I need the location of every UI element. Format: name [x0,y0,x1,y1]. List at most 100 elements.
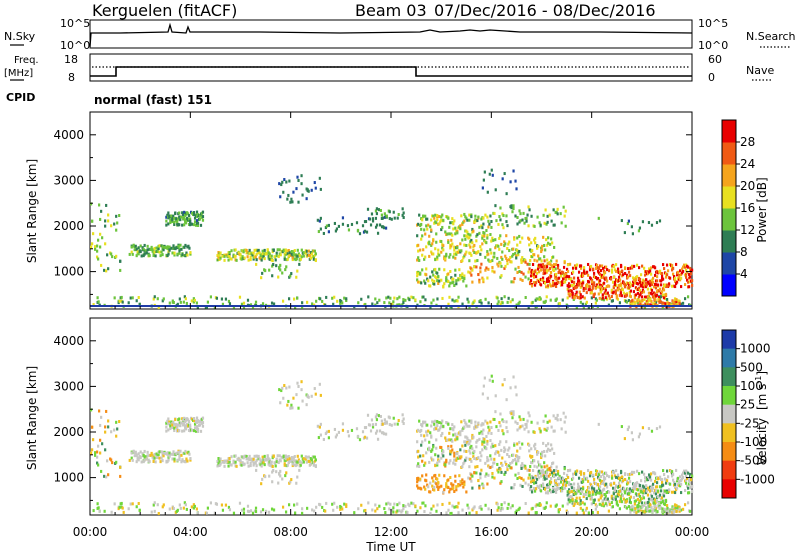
velocity-cell [677,479,681,483]
velocity-cell [594,492,597,496]
power-cell [172,244,175,248]
velocity-cell [597,473,601,477]
power-cell [684,272,688,276]
velocity-cell [99,423,102,427]
velocity-cell [670,490,674,494]
velocity-cell [650,505,653,509]
power-cell [563,261,566,265]
power-cell [592,271,596,275]
power-cell [290,272,293,276]
velocity-cell [377,414,380,418]
power-cell [556,266,560,270]
velocity-cell [630,431,633,435]
power-cell [508,249,511,253]
velocity-cell [592,477,596,481]
x-tick-label: 08:00 [273,525,308,539]
velocity-cell [402,507,405,511]
velocity-cell [135,454,138,458]
power-cell [544,208,547,212]
power-cell [594,266,598,270]
velocity-cell [475,445,478,449]
power-cell [431,242,434,246]
power-cell [175,246,178,250]
power-cell [228,255,231,259]
velocity-cell [577,485,581,489]
velocity-cell [651,482,655,486]
power-cell [621,273,625,277]
power-cell [516,248,519,252]
power-cell [575,294,578,298]
velocity-cell [509,462,512,466]
velocity-cell [273,461,276,465]
velocity-cell [600,470,604,474]
velocity-cell [685,484,689,488]
velocity-cell [504,470,507,474]
velocity-cell [548,419,551,423]
velocity-cell [631,508,634,512]
power-cell [520,270,523,274]
power-cell [477,215,480,219]
power-cell [428,242,431,246]
power-cell [634,301,637,305]
velocity-cell [519,425,522,429]
velocity-cell [287,399,290,403]
power-cell [573,296,576,300]
velocity-cell [276,454,279,458]
velocity-cell [426,423,429,427]
velocity-cell [615,502,618,506]
velocity-cell [541,482,545,486]
power-cell [448,232,451,236]
power-cell [518,234,521,238]
power-cell [135,248,138,252]
velocity-cell [464,443,467,447]
velocity-cell [327,429,330,433]
velocity-cell [263,454,266,458]
velocity-cell [591,490,594,494]
power-cell [674,262,678,266]
power-cell [182,300,185,304]
velocity-cell [454,462,457,466]
power-cell [378,223,382,227]
freq-bottom-tick: 8 [68,71,75,84]
velocity-cell [575,496,578,500]
time-x-axis: 00:00 04:00 08:00 12:00 16:00 20:00 00:00 [73,112,709,539]
velocity-cell [657,495,661,499]
velocity-cell [597,422,600,426]
power-cell [481,276,484,280]
velocity-cell [589,483,593,487]
velocity-cell [115,420,118,424]
colorbar-tick: -500 [740,454,767,468]
velocity-cell [180,421,183,425]
power-cell [539,263,543,267]
power-cell [392,210,395,214]
velocity-cell [470,459,473,463]
power-cell [295,257,298,261]
velocity-cell [201,416,205,420]
velocity-cell [167,417,170,421]
power-cell [554,272,558,276]
power-cell [461,222,464,226]
power-cell [454,268,457,272]
velocity-cell [621,479,625,483]
power-cell [495,219,498,223]
velocity-cell [465,456,468,460]
velocity-cell [437,487,440,491]
velocity-cell [501,429,504,433]
power-cell [625,293,628,297]
power-cell [473,250,476,254]
power-cell [626,267,630,271]
power-cell [368,217,372,221]
power-cell [157,247,160,251]
power-cell [297,178,300,182]
power-cell [528,262,531,266]
velocity-cell [600,490,604,494]
power-cell [620,294,623,298]
power-cell [371,219,375,223]
power-cell [180,215,183,219]
power-cell [631,232,634,236]
velocity-cell [288,457,291,461]
power-cell [308,254,311,258]
power-cell [551,280,555,284]
power-cell [516,236,519,240]
power-cell [540,246,543,250]
